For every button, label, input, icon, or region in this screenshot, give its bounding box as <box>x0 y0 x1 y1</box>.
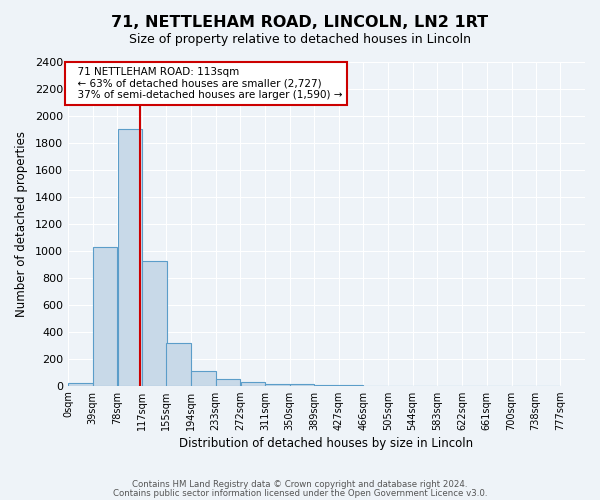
Bar <box>290 384 314 386</box>
Text: 71 NETTLEHAM ROAD: 113sqm
  ← 63% of detached houses are smaller (2,727)
  37% o: 71 NETTLEHAM ROAD: 113sqm ← 63% of detac… <box>71 67 342 100</box>
Bar <box>241 382 265 386</box>
Text: Size of property relative to detached houses in Lincoln: Size of property relative to detached ho… <box>129 32 471 46</box>
Bar <box>314 385 339 386</box>
Text: 71, NETTLEHAM ROAD, LINCOLN, LN2 1RT: 71, NETTLEHAM ROAD, LINCOLN, LN2 1RT <box>112 15 488 30</box>
Bar <box>191 371 215 386</box>
X-axis label: Distribution of detached houses by size in Lincoln: Distribution of detached houses by size … <box>179 437 473 450</box>
Bar <box>265 384 290 386</box>
Bar <box>166 343 191 386</box>
Bar <box>68 383 92 386</box>
Y-axis label: Number of detached properties: Number of detached properties <box>15 130 28 316</box>
Text: Contains public sector information licensed under the Open Government Licence v3: Contains public sector information licen… <box>113 488 487 498</box>
Bar <box>93 247 118 386</box>
Text: Contains HM Land Registry data © Crown copyright and database right 2024.: Contains HM Land Registry data © Crown c… <box>132 480 468 489</box>
Bar <box>118 129 142 386</box>
Bar <box>216 379 240 386</box>
Bar <box>142 262 167 386</box>
